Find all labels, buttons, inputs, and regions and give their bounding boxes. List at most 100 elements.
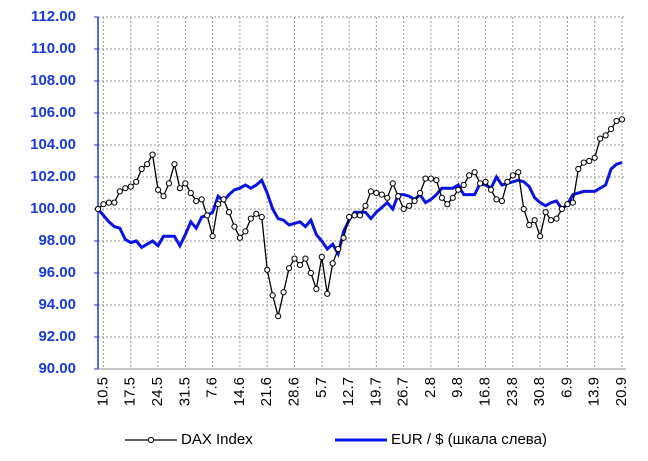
x-tick-label: 17.5: [122, 377, 139, 406]
point: [471, 169, 478, 176]
point: [564, 201, 571, 208]
x-tick-label: 31.5: [176, 377, 193, 406]
point: [406, 202, 413, 209]
point: [547, 217, 555, 224]
point: [122, 185, 129, 192]
y-tick-label: 100.00: [30, 200, 76, 217]
point: [149, 151, 156, 158]
point: [422, 175, 429, 182]
point: [307, 269, 314, 277]
y-tick-label: 108.00: [30, 72, 76, 89]
point: [111, 199, 118, 206]
point: [193, 197, 200, 205]
point: [427, 175, 435, 182]
point: [100, 201, 107, 208]
y-tick-label: 90.00: [38, 360, 76, 377]
point: [498, 197, 506, 205]
point: [269, 292, 276, 299]
y-tick-label: 96.00: [38, 264, 76, 281]
point: [296, 261, 304, 269]
point: [384, 194, 391, 201]
point: [515, 169, 522, 176]
point: [569, 199, 576, 206]
point: [487, 186, 495, 193]
legend-label: DAX Index: [181, 431, 253, 448]
point: [105, 199, 113, 206]
point: [526, 221, 533, 229]
point: [182, 180, 189, 187]
point: [176, 185, 183, 192]
point: [291, 255, 298, 262]
y-tick-label: 104.00: [30, 136, 76, 153]
point: [171, 161, 178, 168]
point: [411, 197, 418, 205]
point: [613, 117, 620, 125]
point: [476, 180, 484, 187]
point: [586, 157, 593, 165]
point: [247, 215, 254, 222]
x-tick-label: 21.6: [258, 377, 275, 406]
x-tick-label: 13.9: [586, 377, 603, 406]
point: [504, 178, 511, 185]
point: [209, 233, 216, 240]
point: [94, 205, 102, 213]
x-tick-label: 2.8: [422, 377, 439, 398]
point: [558, 205, 566, 213]
point: [127, 183, 134, 190]
point: [591, 154, 598, 161]
point: [318, 253, 325, 261]
point: [373, 189, 380, 197]
point: [362, 202, 369, 209]
x-tick-label: 6.9: [558, 377, 575, 398]
point: [542, 209, 549, 216]
series-line: [96, 161, 623, 258]
x-tick-label: 20.9: [613, 377, 630, 406]
point: [531, 217, 538, 224]
x-tick-label: 16.8: [477, 377, 494, 406]
point: [116, 188, 123, 195]
point: [367, 188, 375, 195]
x-tick-label: 14.6: [231, 377, 248, 406]
point: [351, 212, 358, 219]
point: [389, 180, 396, 187]
point: [618, 116, 626, 123]
point: [493, 196, 500, 203]
point: [204, 212, 211, 219]
point: [236, 234, 244, 241]
point: [340, 234, 347, 241]
x-tick-label: 24.5: [149, 377, 166, 406]
x-tick-label: 9.8: [449, 377, 466, 398]
point: [520, 205, 527, 213]
point: [302, 255, 309, 262]
x-tick-label: 5.7: [313, 377, 330, 398]
point: [160, 193, 167, 200]
x-tick-label: 10.5: [94, 377, 111, 406]
y-tick-label: 110.00: [31, 40, 76, 57]
y-tick-label: 112.00: [31, 8, 76, 25]
point: [242, 228, 249, 235]
point: [280, 289, 287, 296]
point: [154, 186, 162, 193]
y-tick-label: 102.00: [30, 168, 76, 185]
point: [395, 193, 402, 200]
point: [231, 223, 238, 230]
point: [345, 213, 353, 221]
legend-label: EUR / $ (шкала слева): [391, 431, 547, 448]
point: [482, 178, 489, 185]
point: [580, 159, 587, 166]
point: [509, 172, 516, 179]
point: [378, 191, 385, 198]
point: [329, 260, 336, 267]
point: [433, 177, 440, 184]
y-tick-label: 106.00: [30, 104, 76, 121]
x-tick-label: 7.6: [204, 377, 221, 398]
point: [165, 180, 173, 187]
point: [460, 181, 467, 189]
x-tick-label: 30.8: [531, 377, 548, 406]
point: [466, 172, 473, 179]
point: [537, 233, 544, 240]
point: [438, 194, 445, 201]
point: [416, 189, 424, 197]
point: [264, 266, 271, 273]
x-tick-label: 12.7: [340, 377, 357, 406]
